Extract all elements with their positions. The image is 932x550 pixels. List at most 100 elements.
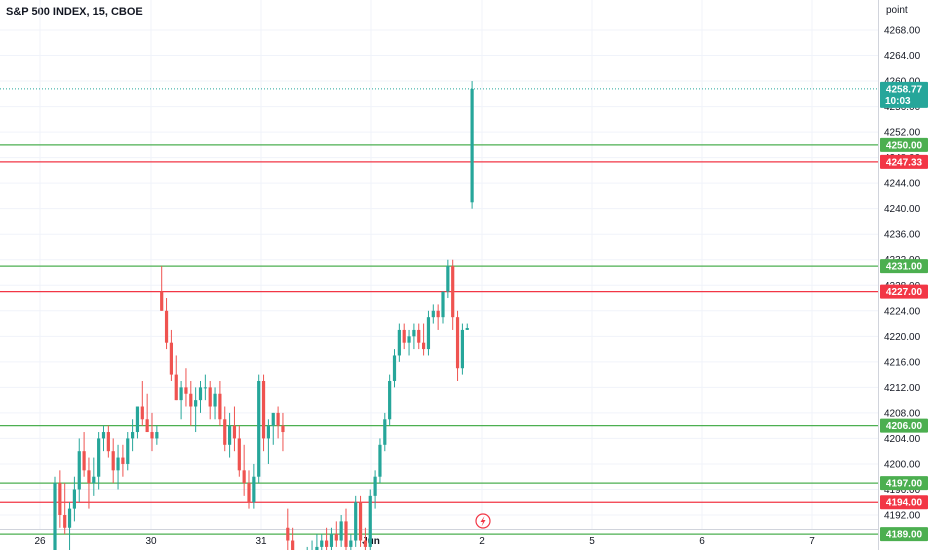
candle-body[interactable] — [363, 540, 367, 547]
last-price-value: 4258.77 — [886, 84, 923, 95]
candle-body[interactable] — [422, 342, 426, 350]
candle-body[interactable] — [155, 432, 159, 439]
candle-body[interactable] — [417, 329, 421, 343]
candle-body[interactable] — [194, 400, 198, 407]
x-tick-label: 5 — [589, 536, 595, 547]
candle-body[interactable] — [213, 393, 217, 407]
candle-body[interactable] — [276, 412, 280, 426]
candle-body[interactable] — [441, 291, 445, 318]
y-tick-label: 4192.00 — [884, 511, 921, 522]
candle-body[interactable] — [460, 329, 464, 369]
y-tick-label: 4220.00 — [884, 332, 921, 343]
candle-body[interactable] — [378, 444, 382, 477]
candle-body[interactable] — [402, 329, 406, 343]
candle-body[interactable] — [252, 476, 256, 503]
candle-body[interactable] — [320, 540, 324, 547]
y-tick-label: 4252.00 — [884, 128, 921, 139]
candle-body[interactable] — [82, 451, 86, 471]
candle-body[interactable] — [218, 393, 222, 420]
candle-body[interactable] — [334, 534, 338, 541]
candle-body[interactable] — [228, 425, 232, 445]
bar-countdown: 10:03 — [885, 96, 911, 107]
candle-body[interactable] — [455, 317, 460, 369]
x-tick-label: 6 — [699, 536, 705, 547]
candle-body[interactable] — [164, 310, 169, 343]
candle-body[interactable] — [145, 419, 149, 433]
candle-body[interactable] — [72, 489, 76, 509]
candle-body[interactable] — [116, 457, 120, 471]
candle-body[interactable] — [160, 291, 164, 311]
level-price-tag-label: 4194.00 — [886, 498, 923, 509]
candle-body[interactable] — [412, 329, 416, 337]
level-price-tag-label: 4231.00 — [886, 262, 923, 273]
y-tick-label: 4196.00 — [884, 485, 921, 496]
candle-body[interactable] — [325, 540, 329, 547]
candle-body[interactable] — [426, 317, 431, 350]
y-tick-label: 4200.00 — [884, 459, 921, 470]
candle-body[interactable] — [169, 342, 173, 375]
candle-body[interactable] — [237, 438, 241, 471]
candle-body[interactable] — [126, 438, 130, 464]
candle-body[interactable] — [465, 328, 469, 330]
candle-body[interactable] — [286, 527, 290, 541]
y-tick-label: 4240.00 — [884, 204, 921, 215]
candle-body[interactable] — [208, 387, 212, 407]
candle-body[interactable] — [58, 483, 62, 515]
candle-body[interactable] — [223, 419, 227, 445]
candle-body[interactable] — [446, 266, 450, 292]
candle-body[interactable] — [392, 355, 397, 381]
level-price-tag — [880, 418, 928, 433]
candle-body[interactable] — [344, 521, 348, 547]
lightning-event-icon[interactable] — [475, 513, 491, 529]
candle-body[interactable] — [451, 266, 455, 318]
candle-body[interactable] — [135, 406, 140, 433]
candle-body[interactable] — [247, 483, 251, 503]
candle-body[interactable] — [431, 310, 435, 318]
candle-body[interactable] — [354, 502, 358, 541]
y-tick-label: 4204.00 — [884, 434, 921, 445]
candle-body[interactable] — [106, 432, 110, 452]
candle-body[interactable] — [261, 380, 266, 439]
candle-body[interactable] — [315, 546, 319, 550]
level-price-tag-label: 4247.33 — [886, 157, 923, 168]
candle-body[interactable] — [232, 425, 237, 439]
candle-body[interactable] — [111, 451, 115, 471]
candle-body[interactable] — [63, 515, 67, 528]
candle-body[interactable] — [179, 387, 183, 401]
candle-body[interactable] — [150, 432, 154, 439]
candle-body[interactable] — [291, 540, 295, 550]
candle-body[interactable] — [184, 387, 188, 394]
candle-body[interactable] — [101, 432, 106, 439]
candle-body[interactable] — [77, 451, 81, 490]
candle-body[interactable] — [436, 310, 440, 318]
candle-body[interactable] — [383, 419, 387, 445]
candle-body[interactable] — [97, 438, 101, 477]
candle-body[interactable] — [271, 412, 275, 426]
candle-body[interactable] — [388, 380, 392, 420]
candle-body[interactable] — [266, 425, 270, 439]
candle-body[interactable] — [373, 476, 377, 496]
candle-body[interactable] — [242, 470, 246, 484]
candle-body[interactable] — [189, 393, 193, 407]
candle-body[interactable] — [397, 329, 401, 356]
candle-body[interactable] — [67, 508, 72, 528]
candle-body[interactable] — [257, 380, 261, 477]
candle-body[interactable] — [131, 432, 135, 439]
candle-body[interactable] — [174, 374, 178, 401]
candle-body[interactable] — [140, 406, 144, 420]
candle-body[interactable] — [358, 502, 363, 541]
candle-body[interactable] — [349, 540, 353, 547]
candle-body[interactable] — [407, 336, 411, 343]
candle-body[interactable] — [329, 534, 334, 547]
candle-body[interactable] — [470, 88, 474, 203]
candle-body[interactable] — [368, 495, 372, 547]
candle-body[interactable] — [339, 521, 343, 541]
candle-body[interactable] — [87, 470, 91, 484]
candle-body[interactable] — [121, 457, 125, 464]
candle-body[interactable] — [203, 387, 207, 389]
candle-body[interactable] — [198, 387, 203, 401]
candle-body[interactable] — [92, 476, 96, 484]
candle-body[interactable] — [53, 483, 57, 550]
candle-body[interactable] — [281, 425, 285, 433]
